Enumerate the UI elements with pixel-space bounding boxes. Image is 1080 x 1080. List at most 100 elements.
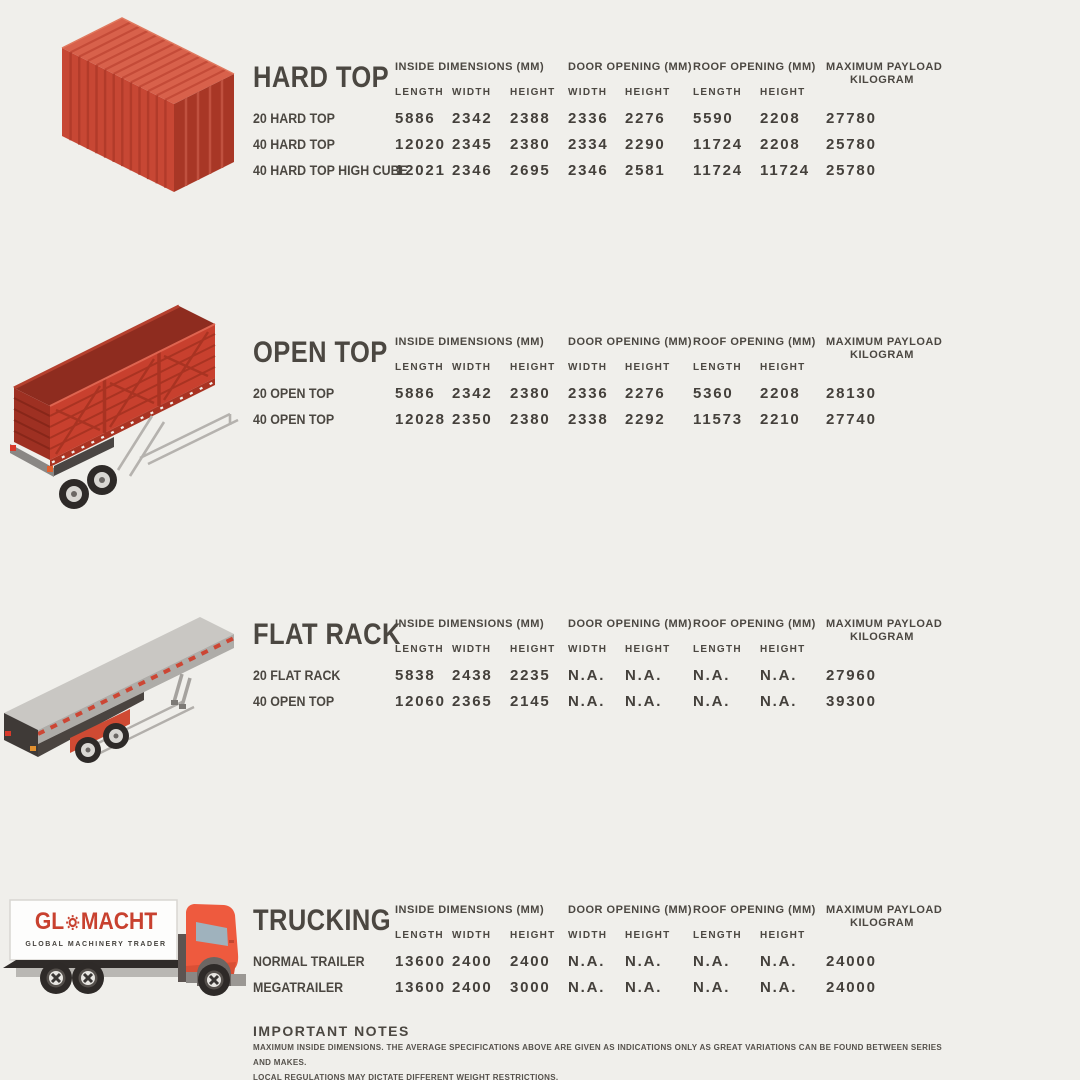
row-label: 40 HARD TOP — [253, 137, 335, 152]
table-cell: 5360 — [693, 385, 734, 402]
column-header-door-opening: DOOR OPENING (MM) — [568, 336, 692, 348]
table-cell: 2342 — [452, 385, 493, 402]
gear-icon — [65, 910, 80, 938]
table-cell: 2400 — [510, 953, 551, 970]
column-header-door-opening: DOOR OPENING (MM) — [568, 618, 692, 630]
table-cell: 28130 — [826, 385, 877, 402]
table-cell: 2345 — [452, 136, 493, 153]
column-header-inside-dimensions: INSIDE DIMENSIONS (MM) — [395, 61, 545, 73]
subheader-width: WIDTH — [568, 87, 608, 98]
table-cell: 2380 — [510, 411, 551, 428]
column-header-door-opening: DOOR OPENING (MM) — [568, 61, 692, 73]
table-cell: N.A. — [760, 667, 798, 684]
section-title: OPEN TOP — [253, 336, 388, 369]
table-cell: 12028 — [395, 411, 446, 428]
table-cell: 25780 — [826, 136, 877, 153]
table-cell: N.A. — [760, 953, 798, 970]
table-cell: 2336 — [568, 110, 609, 127]
important-notes: IMPORTANT NOTES MAXIMUM INSIDE DIMENSION… — [253, 1022, 953, 1080]
logo-text-suffix: MACHT — [80, 908, 158, 935]
subheader-height: HEIGHT — [760, 930, 806, 941]
subheader-height: HEIGHT — [625, 87, 671, 98]
section-title: HARD TOP — [253, 61, 390, 94]
table-cell: 12021 — [395, 162, 446, 179]
table-cell: N.A. — [568, 979, 606, 996]
subheader-height: HEIGHT — [510, 87, 556, 98]
table-cell: 3000 — [510, 979, 551, 996]
table-cell: 2438 — [452, 667, 493, 684]
subheader-height: HEIGHT — [510, 362, 556, 373]
row-label: 20 FLAT RACK — [253, 668, 341, 683]
glomacht-truck-illustration — [3, 899, 246, 996]
column-header-inside-dimensions: INSIDE DIMENSIONS (MM) — [395, 618, 545, 630]
section-trucking: TRUCKING INSIDE DIMENSIONS (MM) DOOR OPE… — [253, 898, 942, 1001]
row-label: NORMAL TRAILER — [253, 954, 365, 969]
column-header-max-payload: MAXIMUM PAYLOAD KILOGRAM — [826, 61, 943, 86]
table-cell: 5886 — [395, 110, 436, 127]
table-cell: 2581 — [625, 162, 666, 179]
table-cell: 12020 — [395, 136, 446, 153]
subheader-height: HEIGHT — [760, 87, 806, 98]
hard-top-container-illustration — [61, 17, 235, 192]
table-cell: 2380 — [510, 385, 551, 402]
table-cell: 11724 — [693, 136, 743, 153]
table-cell: N.A. — [760, 693, 798, 710]
subheader-width: WIDTH — [568, 930, 608, 941]
section-title: TRUCKING — [253, 904, 391, 937]
subheader-height: HEIGHT — [510, 930, 556, 941]
subheader-length: LENGTH — [395, 87, 444, 98]
table-cell: 2145 — [510, 693, 551, 710]
table-cell: 2334 — [568, 136, 609, 153]
section-flat-rack: FLAT RACK INSIDE DIMENSIONS (MM) DOOR OP… — [253, 612, 943, 715]
section-title: FLAT RACK — [253, 618, 401, 651]
subheader-length: LENGTH — [693, 644, 742, 655]
logo-text-prefix: GL — [34, 908, 65, 935]
subheader-width: WIDTH — [568, 644, 608, 655]
table-cell: 2336 — [568, 385, 609, 402]
subheader-width: WIDTH — [452, 87, 492, 98]
row-label: 20 HARD TOP — [253, 111, 335, 126]
table-cell: 2208 — [760, 110, 801, 127]
table-cell: 5886 — [395, 385, 436, 402]
column-header-roof-opening: ROOF OPENING (MM) — [693, 618, 816, 630]
table-cell: 2210 — [760, 411, 801, 428]
subheader-height: HEIGHT — [510, 644, 556, 655]
table-cell: 2350 — [452, 411, 493, 428]
table-cell: 11573 — [693, 411, 743, 428]
column-header-inside-dimensions: INSIDE DIMENSIONS (MM) — [395, 336, 545, 348]
table-cell: 11724 — [760, 162, 810, 179]
section-open-top: OPEN TOP INSIDE DIMENSIONS (MM) DOOR OPE… — [253, 330, 942, 433]
notes-title: IMPORTANT NOTES — [253, 1023, 410, 1039]
flat-rack-trailer-illustration — [4, 617, 235, 763]
table-cell: 2695 — [510, 162, 551, 179]
open-top-trailer-illustration — [10, 304, 239, 509]
column-header-inside-dimensions: INSIDE DIMENSIONS (MM) — [395, 904, 545, 916]
table-cell: 13600 — [395, 979, 446, 996]
table-cell: 2292 — [625, 411, 666, 428]
notes-line: MAXIMUM INSIDE DIMENSIONS. THE AVERAGE S… — [253, 1043, 943, 1067]
table-cell: N.A. — [760, 979, 798, 996]
table-cell: N.A. — [625, 979, 663, 996]
table-cell: 11724 — [693, 162, 743, 179]
table-cell: 2342 — [452, 110, 493, 127]
subheader-length: LENGTH — [693, 87, 742, 98]
table-cell: N.A. — [625, 667, 663, 684]
row-label: 40 OPEN TOP — [253, 412, 335, 427]
row-label: 20 OPEN TOP — [253, 386, 335, 401]
table-cell: 5838 — [395, 667, 436, 684]
table-cell: 24000 — [826, 953, 877, 970]
glomacht-logo: GL MACHT GLOBAL MACHINERY TRADER — [22, 908, 170, 948]
table-cell: 2276 — [625, 110, 666, 127]
table-cell: 27780 — [826, 110, 877, 127]
subheader-height: HEIGHT — [625, 362, 671, 373]
table-cell: 2338 — [568, 411, 609, 428]
table-cell: 12060 — [395, 693, 446, 710]
table-cell: 27740 — [826, 411, 877, 428]
column-header-max-payload: MAXIMUM PAYLOAD KILOGRAM — [826, 618, 943, 643]
logo-subtitle: GLOBAL MACHINERY TRADER — [25, 941, 167, 948]
row-label: 40 OPEN TOP — [253, 694, 335, 709]
column-header-roof-opening: ROOF OPENING (MM) — [693, 336, 816, 348]
subheader-length: LENGTH — [395, 362, 444, 373]
table-cell: N.A. — [625, 693, 663, 710]
